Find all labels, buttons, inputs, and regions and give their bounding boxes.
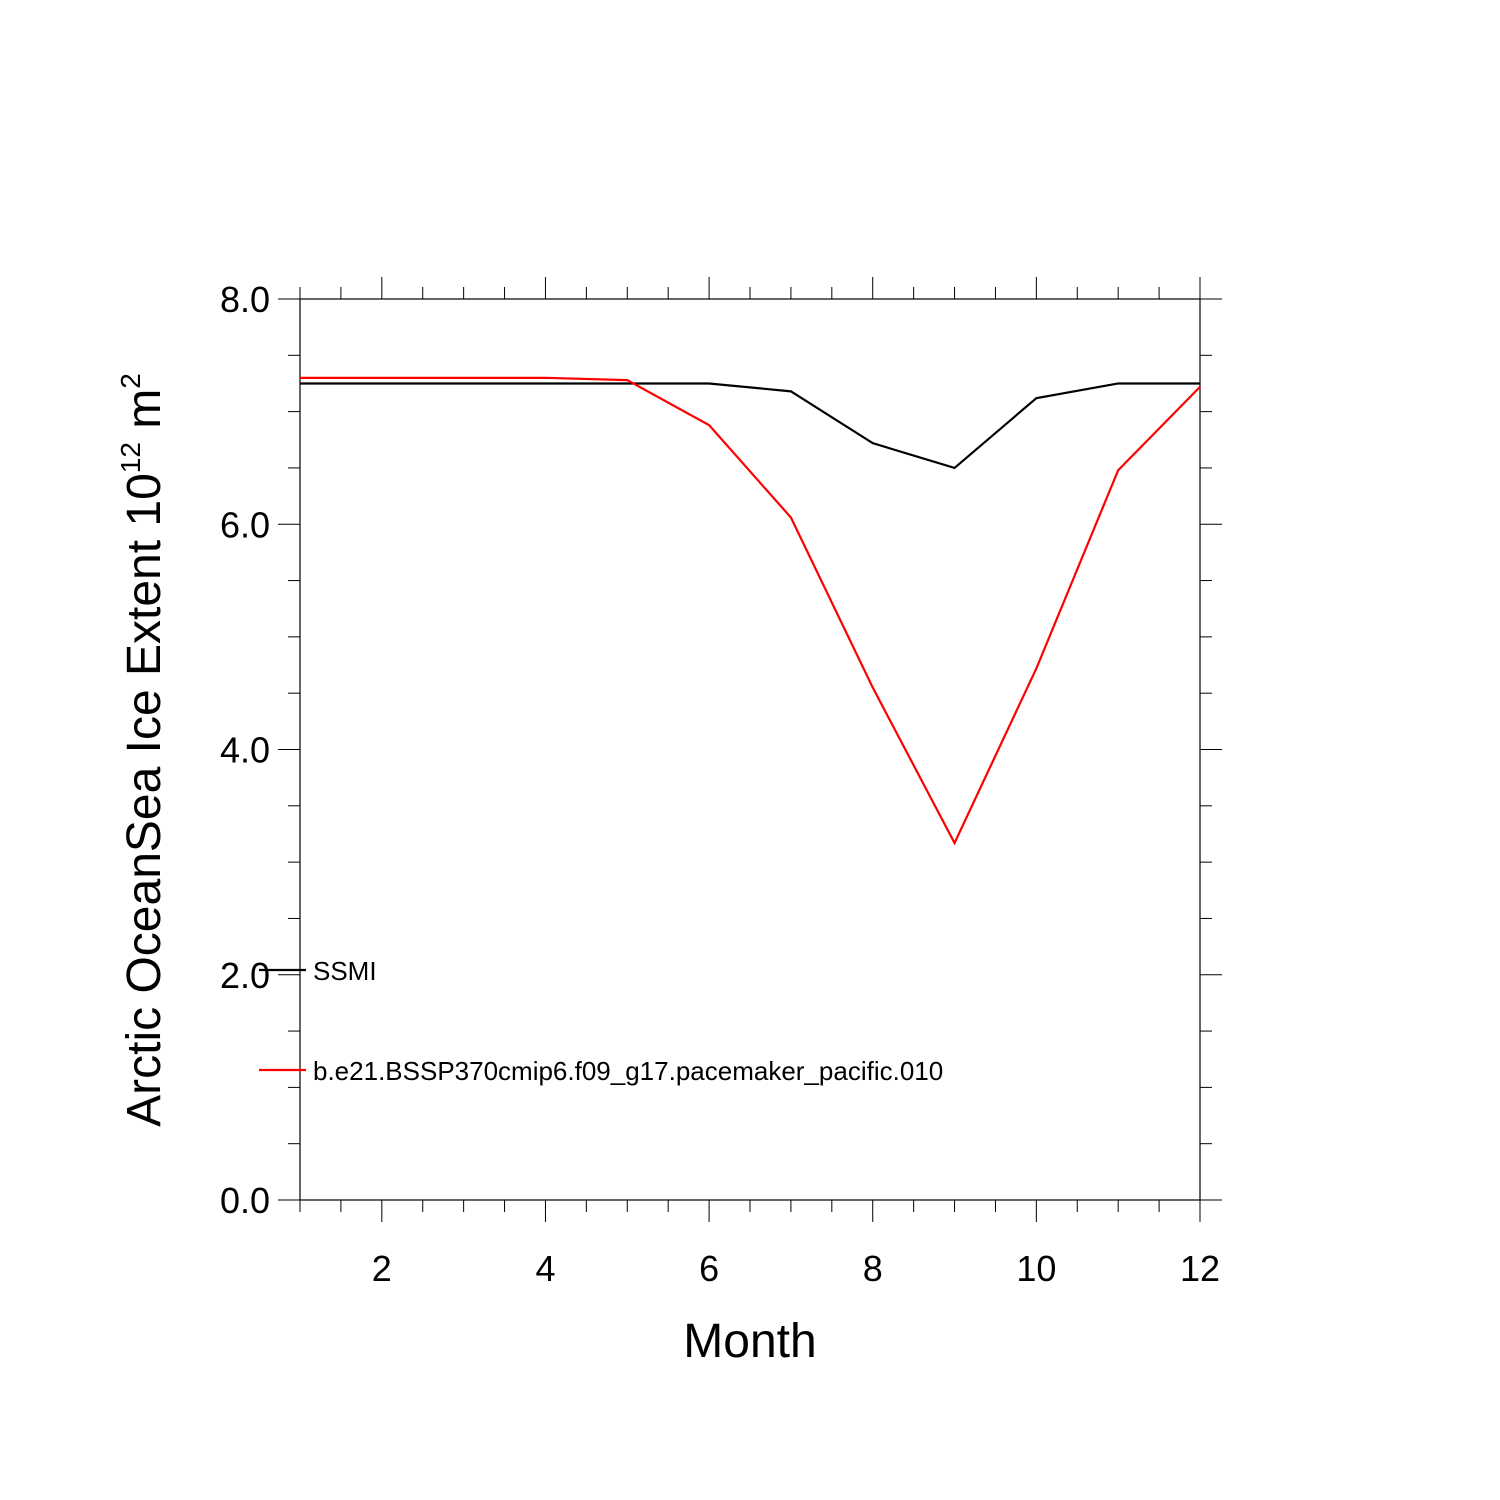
y-axis-title-main: Arctic OceanSea Ice Extent 10 — [118, 473, 171, 1127]
y-tick-label: 2.0 — [220, 955, 270, 996]
y-tick-label: 0.0 — [220, 1180, 270, 1221]
x-tick-label: 10 — [1016, 1248, 1056, 1289]
y-axis-title-unit: m — [118, 389, 171, 442]
y-axis-title: Arctic OceanSea Ice Extent 1012 m2 — [115, 373, 171, 1127]
series-group — [300, 376, 1201, 846]
legend-label-1: SSMI — [313, 956, 377, 986]
y-axis-title-superscript-12: 12 — [115, 442, 146, 473]
x-tick-label: 12 — [1180, 1248, 1220, 1289]
y-axis-title-superscript-2: 2 — [115, 373, 146, 389]
legend-label-2: b.e21.BSSP370cmip6.f09_g17.pacemaker_pac… — [313, 1056, 943, 1086]
x-tick-label: 8 — [863, 1248, 883, 1289]
y-tick-label: 4.0 — [220, 730, 270, 771]
x-axis-title: Month — [683, 1315, 816, 1368]
x-tick-label: 6 — [699, 1248, 719, 1289]
x-tick-label: 4 — [535, 1248, 555, 1289]
x-tick-label: 2 — [372, 1248, 392, 1289]
ticks: 0.0 2.0 4.0 6.0 8.0 2 4 6 8 10 12 — [220, 277, 1222, 1289]
series-line-2 — [300, 376, 1201, 846]
legend: SSMI b.e21.BSSP370cmip6.f09_g17.pacemaker… — [259, 956, 943, 1086]
series-line-1 — [300, 382, 1200, 470]
y-tick-label: 6.0 — [220, 504, 270, 545]
y-tick-label: 8.0 — [220, 279, 270, 320]
